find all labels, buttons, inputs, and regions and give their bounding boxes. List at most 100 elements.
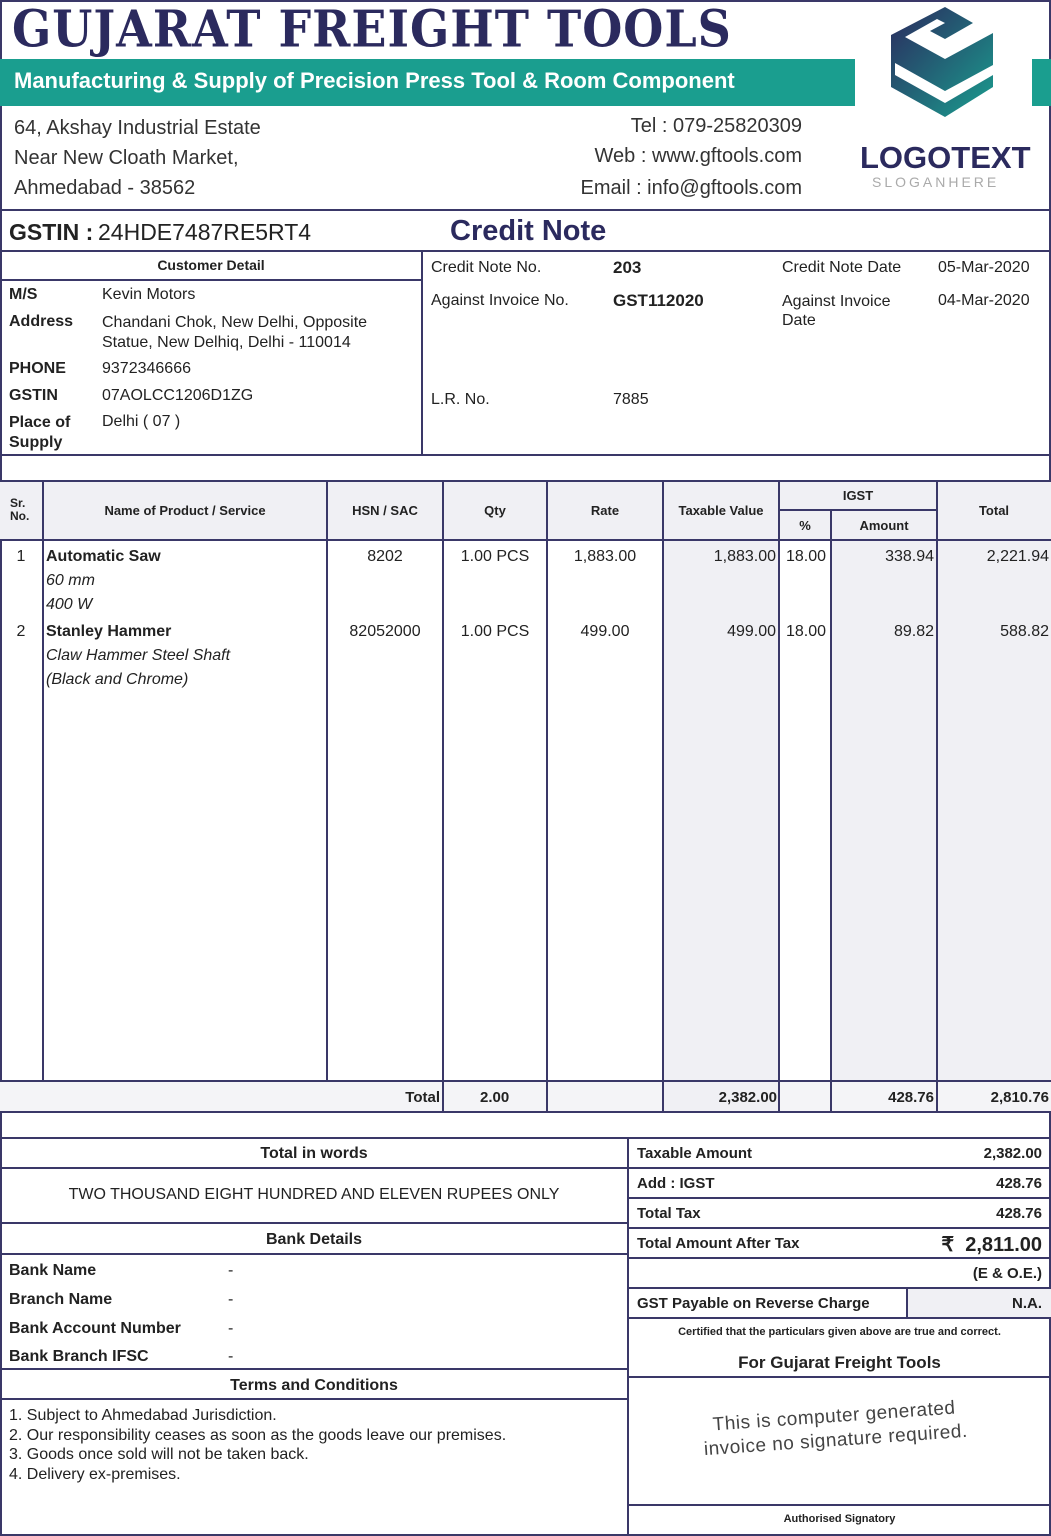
phone-value: 9372346666 [102,360,191,377]
web: Web : www.gftools.com [594,145,802,167]
cell-hsn: 82052000 [349,623,421,640]
cell-qty: 1.00 PCS [460,548,530,565]
address-label: Address [9,313,74,330]
ifsc-label: Bank Branch IFSC [9,1348,149,1365]
customer-header: Customer Detail [157,257,265,273]
total-tax-label: Total Tax [637,1205,701,1222]
th-sr: Sr. No. [10,496,30,523]
cell-qty: 1.00 PCS [460,623,530,640]
grand-total-value: ₹ 2,811.00 [941,1234,1042,1256]
words-text: TWO THOUSAND EIGHT HUNDRED AND ELEVEN RU… [68,1186,560,1203]
bank-name-label: Bank Name [9,1262,97,1279]
taxable-amount-value: 2,382.00 [983,1145,1042,1162]
cell-sr: 1 [16,548,26,565]
gstin-value: 24HDE7487RE5RT4 [98,219,312,245]
cell-name: Stanley Hammer [46,623,172,640]
taxable-amount-label: Taxable Amount [637,1145,753,1162]
th-pct: % [799,518,811,533]
total-taxable: 2,382.00 [718,1089,777,1106]
cn-no: 203 [613,258,642,277]
company-name: GUJARAT FREIGHT TOOLS [12,0,732,59]
cell-amount: 338.94 [885,548,934,565]
total-tax-value: 428.76 [996,1205,1042,1222]
term-item: 4. Delivery ex-premises. [9,1466,181,1483]
cell-total: 2,221.94 [986,548,1049,565]
cn-no-label: Credit Note No. [431,259,542,276]
place-value: Delhi ( 07 ) [102,413,181,430]
term-item: 3. Goods once sold will not be taken bac… [9,1446,309,1463]
logo-icon [891,7,993,117]
email: Email : info@gftools.com [580,177,803,199]
lr-label: L.R. No. [431,391,490,408]
igst-value: 428.76 [996,1175,1042,1192]
gstin-label-cust: GSTIN [9,387,58,404]
account-value: - [228,1320,234,1337]
bank-header: Bank Details [265,1231,363,1248]
account-label: Bank Account Number [9,1320,181,1337]
total-grand: 2,810.76 [990,1089,1049,1106]
total-amount: 428.76 [888,1089,934,1106]
logo-text: LOGOTEXT [860,140,1031,175]
cell-rate: 499.00 [580,623,630,640]
total-qty: 2.00 [480,1089,510,1106]
doc-title: Credit Note [450,215,607,247]
company-tagline: Manufacturing & Supply of Precision Pres… [14,68,735,93]
cell-desc: (Black and Chrome) [46,671,189,688]
gstin-value-cust: 07AOLCC1206D1ZG [102,387,254,404]
bank-name-value: - [228,1262,234,1279]
term-item: 1. Subject to Ahmedabad Jurisdiction. [9,1407,277,1424]
inv-date-label: Against Invoice Date [782,293,891,329]
th-name: Name of Product / Service [104,503,266,518]
authorised-signatory: Authorised Signatory [783,1513,896,1525]
reverse-charge-value: N.A. [1012,1295,1042,1312]
inv-no: GST112020 [613,291,704,310]
branch-name-label: Branch Name [9,1291,113,1308]
cell-amount: 89.82 [893,623,934,640]
ms-label: M/S [9,286,38,303]
th-taxable: Taxable Value [678,503,764,518]
terms-header: Terms and Conditions [230,1377,398,1394]
cell-total: 588.82 [1000,623,1049,640]
for-company: For Gujarat Freight Tools [738,1353,941,1372]
total-label: Total [405,1089,440,1106]
grand-total-label: Total Amount After Tax [637,1235,800,1252]
cell-hsn: 8202 [367,548,403,565]
place-label: Place of Supply [9,414,71,451]
inv-no-label: Against Invoice No. [431,292,569,309]
cell-pct: 18.00 [786,623,827,640]
eoe: (E & O.E.) [972,1265,1042,1282]
cell-sr: 2 [16,623,26,640]
branch-name-value: - [228,1291,234,1308]
cn-date: 05-Mar-2020 [938,259,1030,276]
address-value: Chandani Chok, New Delhi, Opposite Statu… [102,314,368,351]
cell-taxable: 499.00 [727,623,776,640]
certified-text: Certified that the particulars given abo… [678,1326,1001,1338]
cell-name: Automatic Saw [46,548,161,565]
th-qty: Qty [484,503,506,518]
tel: Tel : 079-25820309 [630,115,802,137]
cell-rate: 1,883.00 [573,548,637,565]
words-header: Total in words [260,1145,368,1162]
ifsc-value: - [228,1348,234,1365]
th-igst: IGST [842,488,874,503]
tagline-bar [0,59,855,106]
th-rate: Rate [590,503,620,518]
cn-date-label: Credit Note Date [782,259,902,276]
address-line: Near New Cloath Market, [14,147,239,169]
igst-label: Add : IGST [637,1175,715,1192]
address-line: 64, Akshay Industrial Estate [14,117,261,139]
cell-desc: 400 W [46,596,93,613]
lr-value: 7885 [613,391,649,408]
phone-label: PHONE [9,360,66,377]
th-total: Total [978,503,1010,518]
inv-date: 04-Mar-2020 [938,292,1030,309]
address-line: Ahmedabad - 38562 [14,177,196,199]
cell-desc: 60 mm [46,572,95,589]
term-item: 2. Our responsibility ceases as soon as … [9,1427,507,1444]
th-amount: Amount [859,518,909,533]
cell-desc: Claw Hammer Steel Shaft [46,647,231,664]
th-hsn: HSN / SAC [352,503,418,518]
cell-pct: 18.00 [786,548,827,565]
gstin-label: GSTIN : [9,219,94,245]
logo-slogan: SLOGANHERE [872,174,1000,190]
